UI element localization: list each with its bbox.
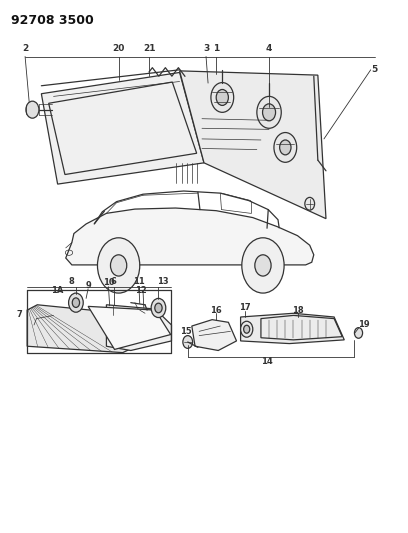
Circle shape: [242, 238, 284, 293]
Circle shape: [355, 328, 363, 338]
Circle shape: [216, 90, 228, 106]
Text: 7: 7: [16, 310, 22, 319]
Circle shape: [183, 336, 193, 349]
Text: 92708 3500: 92708 3500: [11, 14, 93, 27]
Polygon shape: [106, 305, 171, 351]
Circle shape: [255, 255, 271, 276]
Text: 2: 2: [22, 44, 28, 53]
Circle shape: [244, 325, 250, 333]
Circle shape: [111, 255, 127, 276]
Circle shape: [257, 96, 281, 128]
Text: 14: 14: [261, 357, 273, 366]
Text: 21: 21: [143, 44, 155, 53]
Text: 4: 4: [266, 44, 272, 53]
Text: 5: 5: [372, 66, 378, 74]
Polygon shape: [88, 306, 171, 350]
Text: 10: 10: [103, 278, 114, 287]
Text: 19: 19: [357, 320, 369, 329]
Text: 8: 8: [69, 277, 75, 286]
Polygon shape: [192, 320, 237, 351]
Text: 6: 6: [111, 277, 117, 286]
Text: 1A: 1A: [51, 286, 64, 295]
Circle shape: [279, 140, 291, 155]
Circle shape: [151, 298, 166, 318]
Text: 3: 3: [203, 44, 209, 53]
Text: 13: 13: [157, 277, 169, 286]
Circle shape: [263, 104, 275, 121]
Polygon shape: [180, 71, 326, 219]
Circle shape: [26, 101, 39, 118]
Text: 17: 17: [239, 303, 251, 312]
Text: 9: 9: [85, 280, 91, 289]
Circle shape: [274, 133, 297, 163]
Text: 15: 15: [180, 327, 192, 336]
Text: 20: 20: [113, 44, 125, 53]
Circle shape: [211, 83, 234, 112]
Text: 16: 16: [210, 305, 222, 314]
Circle shape: [155, 303, 162, 313]
Polygon shape: [41, 72, 204, 184]
Circle shape: [241, 321, 253, 337]
Text: 1: 1: [213, 44, 220, 53]
Text: 11: 11: [133, 277, 145, 286]
Text: 18: 18: [292, 305, 303, 314]
Circle shape: [98, 238, 140, 293]
Circle shape: [305, 197, 315, 210]
Polygon shape: [66, 208, 314, 265]
Polygon shape: [241, 313, 344, 344]
Polygon shape: [27, 305, 157, 353]
Text: 12: 12: [135, 286, 147, 295]
Circle shape: [72, 298, 80, 308]
Circle shape: [69, 293, 83, 312]
